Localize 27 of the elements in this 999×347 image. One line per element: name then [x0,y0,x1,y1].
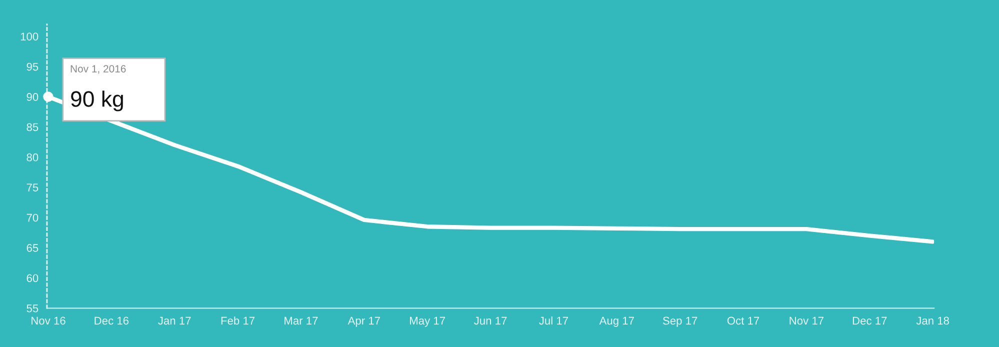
x-tick-label: Mar 17 [284,316,318,325]
x-tick-label: May 17 [410,316,445,327]
x-tick-label: Jul 17 [539,316,568,325]
x-tick-label: Jan 17 [158,316,191,325]
y-tick-label: 70 [26,214,38,222]
x-tick-label: Apr 17 [348,316,380,327]
y-tick-label: 75 [26,184,38,192]
y-tick-label: 100 [20,32,38,41]
annotation: 90 kg [71,90,123,112]
y-tick-label: 55 [26,304,38,312]
x-tick-label: Dec 17 [852,316,887,325]
x-tick-label: Oct 17 [727,316,760,325]
x-tick-label: Feb 17 [221,316,255,325]
y-tick-label: 60 [26,274,38,282]
y-tick-label: 85 [26,123,38,132]
y-tick-label: 95 [26,62,38,71]
x-tick-label: Dec 16 [94,316,129,325]
y-tick-label: 80 [26,153,38,162]
y-tick-label: 90 [26,93,38,101]
x-tick-label: Aug 17 [599,316,634,327]
x-tick-label: Jun 17 [474,316,507,325]
annotation: Nov 1, 2016 [70,65,126,74]
x-tick-label: Nov 16 [32,316,66,325]
x-tick-label: Jan 18 [916,316,949,325]
y-tick-label: 65 [26,244,38,252]
x-tick-label: Sep 17 [662,316,698,327]
x-tick-label: Nov 17 [790,316,824,325]
